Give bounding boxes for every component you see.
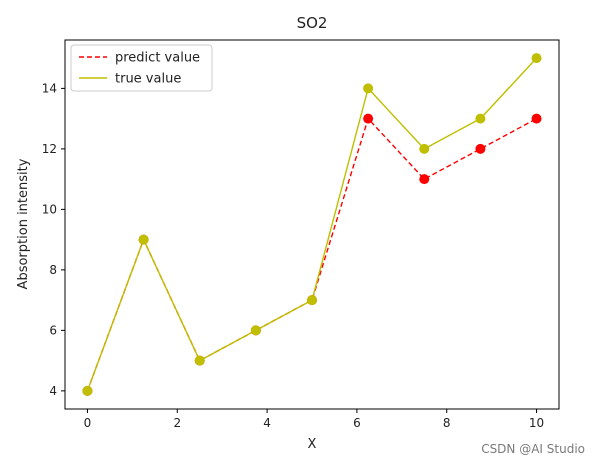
data-point-true: [194, 355, 205, 366]
data-point-true: [363, 83, 374, 94]
y-tick-label: 6: [49, 323, 57, 337]
x-axis-ticks: 0 2 4 6 8 10: [84, 409, 544, 430]
series-line-true: [86, 57, 538, 392]
data-point-true: [419, 143, 430, 154]
y-axis-ticks: 4 6 8 10 12 14: [42, 81, 65, 398]
plot-frame: [64, 39, 560, 410]
data-point-predict: [419, 174, 430, 185]
y-tick-label: 12: [42, 142, 57, 156]
y-axis-label: Absorption intensity: [16, 158, 31, 289]
data-point-predict: [363, 113, 374, 124]
data-point-predict: [531, 113, 542, 124]
series-line-predict: [86, 117, 537, 392]
data-point-true: [82, 385, 93, 396]
data-point-true: [475, 113, 486, 124]
x-axis-label: X: [308, 437, 317, 452]
data-point-true: [531, 53, 542, 64]
data-point-true: [307, 295, 317, 306]
x-tick-label: 4: [263, 416, 271, 430]
data-point-predict: [475, 143, 486, 154]
legend: predict value true value: [70, 44, 213, 92]
y-tick-label: 10: [42, 202, 57, 216]
data-point-true: [250, 325, 261, 336]
x-tick-label: 8: [443, 416, 451, 430]
legend-label-true: true value: [115, 72, 181, 87]
x-tick-label: 0: [84, 416, 92, 430]
chart-title: SO2: [297, 14, 328, 32]
x-tick-label: 6: [353, 416, 361, 430]
y-tick-label: 8: [49, 263, 57, 277]
y-tick-label: 14: [42, 81, 57, 95]
series-layer: [82, 53, 542, 396]
x-tick-label: 2: [173, 416, 181, 430]
legend-label-predict: predict value: [115, 51, 200, 66]
watermark: CSDN @AI Studio: [481, 442, 585, 456]
data-point-true: [138, 234, 149, 245]
x-tick-label: 10: [529, 416, 544, 430]
y-tick-label: 4: [49, 384, 57, 398]
